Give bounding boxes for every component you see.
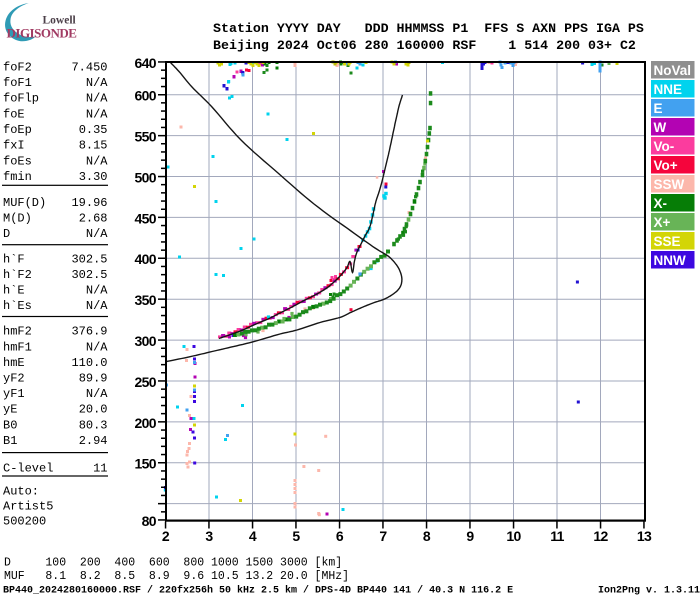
svg-text:600: 600 <box>134 88 156 104</box>
svg-text:N/A: N/A <box>86 154 108 168</box>
svg-text:302.5: 302.5 <box>71 252 107 266</box>
svg-text:302.5: 302.5 <box>71 268 107 282</box>
svg-text:D 100 200 400 600 800: D 100 200 400 600 800 1000 1500 3000 [km… <box>4 557 342 570</box>
svg-text:450: 450 <box>134 210 156 226</box>
svg-text:NNW: NNW <box>654 253 686 268</box>
svg-text:h`F: h`F <box>3 252 25 266</box>
svg-text:NoVal: NoVal <box>654 63 692 78</box>
svg-text:Beijing 2024 Oct06 280 160000: Beijing 2024 Oct06 280 160000 RSF 1 514 … <box>213 38 636 53</box>
svg-text:7: 7 <box>379 528 387 544</box>
svg-text:N/A: N/A <box>86 387 108 401</box>
svg-text:N/A: N/A <box>86 107 108 121</box>
svg-text:MUF 8.1 8.2 8.5 8.9 9.6: MUF 8.1 8.2 8.5 8.9 9.6 10.5 13.2 20.0 [… <box>4 570 349 583</box>
svg-text:hmE: hmE <box>3 356 25 370</box>
svg-text:N/A: N/A <box>86 284 108 298</box>
svg-text:foF1: foF1 <box>3 76 32 90</box>
svg-text:550: 550 <box>134 129 156 145</box>
svg-text:Station YYYY DAY DDD HHMMSS: Station YYYY DAY DDD HHMMSS P1 FFS S AXN… <box>213 21 644 36</box>
svg-text:2: 2 <box>162 528 170 544</box>
svg-text:640: 640 <box>134 55 156 71</box>
svg-text:yE: yE <box>3 403 17 417</box>
svg-text:Vo-: Vo- <box>654 139 675 154</box>
svg-text:N/A: N/A <box>86 227 108 241</box>
svg-text:20.0: 20.0 <box>79 403 108 417</box>
svg-text:80.3: 80.3 <box>79 418 108 432</box>
svg-text:3: 3 <box>205 528 213 544</box>
svg-text:Vo+: Vo+ <box>654 158 678 173</box>
svg-text:foE: foE <box>3 107 25 121</box>
svg-text:E: E <box>654 101 663 116</box>
svg-text:110.0: 110.0 <box>71 356 107 370</box>
svg-text:foEp: foEp <box>3 123 32 137</box>
svg-text:hmF2: hmF2 <box>3 325 32 339</box>
svg-text:5: 5 <box>292 528 300 544</box>
svg-text:N/A: N/A <box>86 340 108 354</box>
svg-text:fxI: fxI <box>3 139 25 153</box>
svg-text:Auto:: Auto: <box>3 484 39 498</box>
svg-text:fmin: fmin <box>3 170 32 184</box>
svg-text:foFlp: foFlp <box>3 92 39 106</box>
svg-text:hmF1: hmF1 <box>3 340 32 354</box>
svg-text:W: W <box>654 120 667 135</box>
svg-text:MUF(D): MUF(D) <box>3 196 46 210</box>
svg-text:Lowell: Lowell <box>43 15 76 27</box>
svg-text:400: 400 <box>134 251 156 267</box>
svg-text:M(D): M(D) <box>3 212 32 226</box>
svg-text:C-level: C-level <box>3 462 53 476</box>
svg-text:2.68: 2.68 <box>79 212 108 226</box>
svg-text:h`E: h`E <box>3 284 25 298</box>
svg-text:Ion2Png v. 1.3.11: Ion2Png v. 1.3.11 <box>598 586 700 597</box>
svg-text:11: 11 <box>93 462 107 476</box>
svg-text:Artist5: Artist5 <box>3 500 53 514</box>
svg-text:N/A: N/A <box>86 92 108 106</box>
svg-text:N/A: N/A <box>86 76 108 90</box>
svg-text:300: 300 <box>134 333 156 349</box>
svg-text:NNE: NNE <box>654 82 683 97</box>
svg-text:foF2: foF2 <box>3 60 32 74</box>
svg-text:6: 6 <box>336 528 344 544</box>
svg-text:X-: X- <box>654 196 668 211</box>
svg-text:89.9: 89.9 <box>79 372 108 386</box>
svg-text:250: 250 <box>134 374 156 390</box>
svg-text:2.94: 2.94 <box>79 434 108 448</box>
svg-text:yF1: yF1 <box>3 387 25 401</box>
svg-text:h`F2: h`F2 <box>3 268 32 282</box>
svg-text:SSW: SSW <box>654 177 685 192</box>
svg-text:500: 500 <box>134 169 156 185</box>
svg-text:500200: 500200 <box>3 515 46 529</box>
svg-text:9: 9 <box>466 528 474 544</box>
svg-text:10: 10 <box>506 528 521 544</box>
svg-text:11: 11 <box>550 528 564 544</box>
svg-text:12: 12 <box>593 528 608 544</box>
svg-text:0.35: 0.35 <box>79 123 108 137</box>
svg-text:B0: B0 <box>3 418 17 432</box>
svg-text:X+: X+ <box>654 215 671 230</box>
svg-text:376.9: 376.9 <box>71 325 107 339</box>
svg-text:4: 4 <box>249 528 257 544</box>
svg-text:yF2: yF2 <box>3 372 25 386</box>
svg-text:350: 350 <box>134 292 156 308</box>
svg-text:foEs: foEs <box>3 154 32 168</box>
svg-text:B1: B1 <box>3 434 17 448</box>
svg-text:150: 150 <box>134 456 156 472</box>
svg-text:h`Es: h`Es <box>3 299 32 313</box>
svg-text:19.96: 19.96 <box>71 196 107 210</box>
svg-text:N/A: N/A <box>86 299 108 313</box>
svg-text:DIGISONDE: DIGISONDE <box>7 26 77 41</box>
svg-text:SSE: SSE <box>654 234 681 249</box>
svg-text:13: 13 <box>637 528 652 544</box>
svg-text:D: D <box>3 227 10 241</box>
svg-text:8.15: 8.15 <box>79 139 108 153</box>
svg-text:7.450: 7.450 <box>71 60 107 74</box>
svg-text:80: 80 <box>142 513 157 529</box>
svg-text:BP440_2024280160000.RSF / 220f: BP440_2024280160000.RSF / 220fx256h 50 k… <box>3 585 513 597</box>
svg-text:3.30: 3.30 <box>79 170 108 184</box>
svg-text:200: 200 <box>134 415 156 431</box>
svg-text:8: 8 <box>423 528 431 544</box>
